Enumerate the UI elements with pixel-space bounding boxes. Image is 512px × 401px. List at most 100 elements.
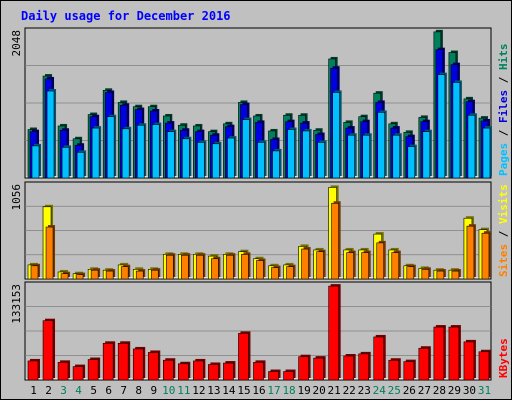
bar-kbytes [478, 349, 491, 381]
y-max-label: 2048 [10, 30, 23, 57]
legend-kbytes: KBytes [497, 338, 510, 378]
x-tick-label: 27 [418, 384, 431, 397]
bar-sites [120, 264, 131, 280]
bar-kbytes [132, 346, 146, 381]
x-tick-label: 31 [478, 384, 491, 397]
bar-pages [467, 113, 477, 179]
x-tick-label: 5 [90, 384, 97, 397]
chart-panels: 2048 Pages / Files / Hits 1056 Sites / Visi… [10, 27, 510, 381]
bar-kbytes [102, 341, 116, 381]
bar-sites [181, 253, 191, 280]
bar-kbytes [418, 346, 431, 381]
bar-kbytes [178, 361, 191, 381]
x-tick-label: 25 [388, 384, 401, 397]
legend-entry: KBytes [497, 338, 510, 378]
bar-kbytes [373, 334, 386, 381]
x-tick-label: 22 [343, 384, 356, 397]
bar-pages [197, 140, 207, 179]
x-tick-label: 1 [30, 384, 37, 397]
bar-kbytes [283, 369, 296, 381]
bar-pages [61, 145, 72, 179]
bar-sites [150, 268, 161, 280]
panel-visits-sites: 1056 Sites / Visits [10, 181, 510, 280]
bar-kbytes [388, 358, 401, 381]
bar-pages [437, 72, 447, 179]
x-tick-label: 2 [45, 384, 52, 397]
x-tick-label: 4 [75, 384, 82, 397]
bar-sites [60, 271, 71, 280]
legend-entry: Files [497, 90, 510, 123]
bar-kbytes [433, 325, 446, 381]
bar-sites [226, 253, 236, 280]
bar-pages [212, 141, 222, 179]
x-tick-label: 17 [267, 384, 280, 397]
bar-pages [106, 114, 117, 179]
x-tick-label: 26 [403, 384, 416, 397]
x-tick-label: 20 [313, 384, 326, 397]
bar-pages [452, 80, 462, 179]
bar-kbytes [448, 325, 461, 381]
bar-pages [227, 136, 237, 179]
bar-pages [392, 133, 402, 179]
chart-title: Daily usage for December 2016 [21, 9, 231, 23]
bar-sites [211, 256, 221, 280]
y-max-label: 1056 [10, 184, 23, 211]
x-tick-label: 15 [237, 384, 250, 397]
bar-kbytes [343, 353, 356, 381]
bar-sites [316, 249, 326, 280]
bar-kbytes [117, 341, 131, 381]
bar-pages [46, 89, 57, 179]
legend-entry: / [497, 224, 510, 244]
x-tick-label: 12 [192, 384, 205, 397]
x-tick-label: 24 [373, 384, 387, 397]
bar-kbytes [147, 350, 161, 381]
bar-pages [31, 143, 41, 179]
x-tick-label: 30 [463, 384, 476, 397]
bar-pages [121, 126, 132, 179]
bar-kbytes [27, 358, 40, 381]
bar-kbytes [328, 284, 341, 381]
bar-pages [317, 140, 327, 179]
bar-pages [347, 133, 357, 179]
x-tick-label: 18 [282, 384, 295, 397]
x-tick-label: 23 [358, 384, 371, 397]
legend-entry: / [497, 123, 510, 143]
bar-sites [421, 267, 431, 280]
x-tick-label: 29 [448, 384, 461, 397]
bar-kbytes [253, 360, 266, 381]
bar-sites [135, 269, 146, 280]
bar-pages [91, 126, 102, 179]
legend-entry: Pages [497, 143, 510, 176]
bar-sites [346, 250, 356, 280]
x-tick-label: 7 [120, 384, 127, 397]
bar-pages [76, 150, 87, 179]
bar-sites [451, 269, 461, 280]
bar-kbytes [223, 361, 236, 381]
bar-pages [377, 110, 387, 179]
legend-entry: Sites [497, 244, 510, 277]
bar-sites [331, 201, 341, 280]
bar-kbytes [298, 354, 311, 381]
bar-kbytes [238, 331, 251, 381]
x-tick-label: 8 [135, 384, 142, 397]
bar-pages [407, 144, 417, 179]
bar-kbytes [42, 318, 56, 381]
bar-sites [436, 269, 446, 280]
bar-pages [182, 136, 192, 179]
bar-sites [241, 252, 251, 280]
bar-pages [242, 117, 252, 179]
x-tick-label: 3 [60, 384, 67, 397]
legend-entry: Hits [497, 44, 510, 71]
bar-sites [105, 269, 116, 280]
bar-pages [302, 128, 312, 179]
legend-entry: Visits [497, 184, 510, 224]
bar-kbytes [208, 362, 221, 381]
bar-pages [362, 133, 372, 179]
bar-kbytes [72, 364, 86, 381]
x-tick-label: 28 [433, 384, 446, 397]
bar-sites [391, 250, 401, 280]
legend-hits-files-pages: Pages / Files / Hits [497, 44, 510, 177]
legend-visits-sites: Sites / Visits [497, 184, 510, 277]
